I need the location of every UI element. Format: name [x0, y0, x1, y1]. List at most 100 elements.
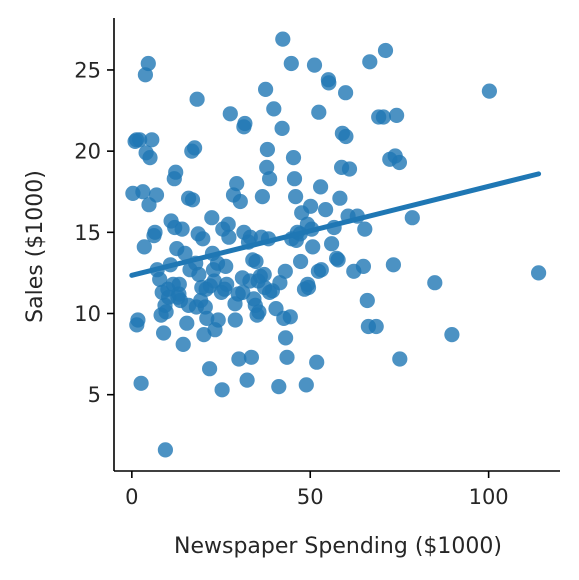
data-point — [247, 297, 263, 313]
data-point — [266, 101, 282, 117]
data-point — [375, 109, 391, 125]
data-point — [147, 224, 163, 240]
y-tick-label: 15 — [74, 221, 101, 245]
data-point — [179, 315, 195, 331]
data-point — [140, 55, 156, 72]
y-axis-label: Sales ($1000) — [23, 170, 48, 323]
data-point — [324, 236, 340, 252]
data-point — [285, 150, 302, 166]
data-point — [204, 210, 220, 226]
data-point — [254, 189, 270, 205]
data-point — [210, 312, 226, 328]
data-point — [320, 72, 336, 88]
data-point — [191, 266, 207, 283]
data-point — [305, 239, 321, 255]
y-tick-label: 20 — [74, 140, 101, 164]
data-point — [195, 231, 211, 247]
data-point — [288, 189, 304, 205]
data-point — [275, 31, 291, 47]
data-point — [196, 327, 212, 343]
data-point — [158, 304, 174, 320]
data-point — [259, 141, 275, 158]
data-point — [299, 216, 315, 232]
x-tick-label: 100 — [469, 485, 509, 509]
data-point — [225, 187, 242, 203]
data-point — [152, 271, 168, 287]
data-point — [278, 330, 294, 346]
data-point — [175, 336, 191, 352]
data-point — [157, 442, 173, 458]
data-point — [132, 132, 148, 148]
data-point — [243, 349, 259, 365]
data-point — [274, 120, 290, 136]
data-point — [184, 192, 201, 208]
y-tick-label: 25 — [74, 58, 101, 82]
data-point — [214, 382, 230, 398]
x-axis-ticks: 0 50 100 — [125, 471, 509, 509]
data-point — [332, 190, 348, 206]
data-point — [313, 179, 329, 195]
data-point — [389, 107, 405, 123]
data-point — [283, 55, 299, 72]
data-point — [220, 216, 236, 232]
data-point — [229, 176, 245, 192]
data-point — [286, 171, 303, 187]
data-point — [181, 297, 197, 313]
data-point — [313, 262, 329, 278]
data-point — [272, 275, 288, 291]
data-point — [294, 205, 310, 221]
data-point — [392, 351, 408, 367]
data-point — [427, 275, 443, 291]
data-point — [198, 281, 214, 297]
data-point — [154, 284, 170, 300]
data-point — [245, 252, 261, 268]
data-point — [262, 284, 278, 300]
data-point — [258, 81, 274, 97]
data-point — [189, 91, 205, 107]
x-tick-label: 0 — [125, 485, 138, 509]
data-point — [359, 292, 375, 309]
data-point — [282, 309, 298, 325]
data-point — [239, 372, 255, 388]
data-point — [357, 221, 373, 237]
data-point — [368, 318, 384, 335]
data-point — [217, 281, 233, 297]
data-point — [237, 115, 253, 132]
regression-line — [129, 171, 542, 278]
data-point — [177, 245, 193, 261]
data-point — [444, 327, 460, 343]
data-point — [156, 325, 172, 341]
data-point — [377, 42, 394, 59]
data-point — [382, 151, 398, 167]
data-point — [481, 83, 497, 99]
data-point — [293, 253, 309, 270]
data-point — [256, 266, 272, 283]
data-points — [125, 31, 547, 458]
data-point — [222, 106, 238, 122]
data-point — [298, 377, 314, 393]
data-point — [167, 219, 183, 236]
data-point — [531, 265, 547, 281]
data-point — [271, 379, 287, 395]
data-point — [385, 257, 401, 273]
data-point — [300, 276, 316, 292]
data-point — [277, 263, 293, 279]
data-point — [227, 296, 243, 312]
y-tick-label: 5 — [88, 383, 101, 407]
data-point — [404, 210, 420, 226]
data-point — [184, 143, 200, 159]
data-point — [338, 85, 354, 101]
data-point — [231, 351, 247, 367]
data-point — [133, 375, 149, 391]
data-point — [362, 54, 378, 70]
data-point — [227, 312, 243, 328]
data-point — [279, 349, 295, 365]
data-point — [318, 202, 334, 218]
data-point — [148, 187, 165, 203]
data-point — [166, 171, 182, 187]
x-tick-label: 50 — [297, 485, 324, 509]
data-point — [135, 184, 151, 200]
data-point — [341, 161, 358, 177]
y-tick-label: 10 — [74, 302, 101, 326]
